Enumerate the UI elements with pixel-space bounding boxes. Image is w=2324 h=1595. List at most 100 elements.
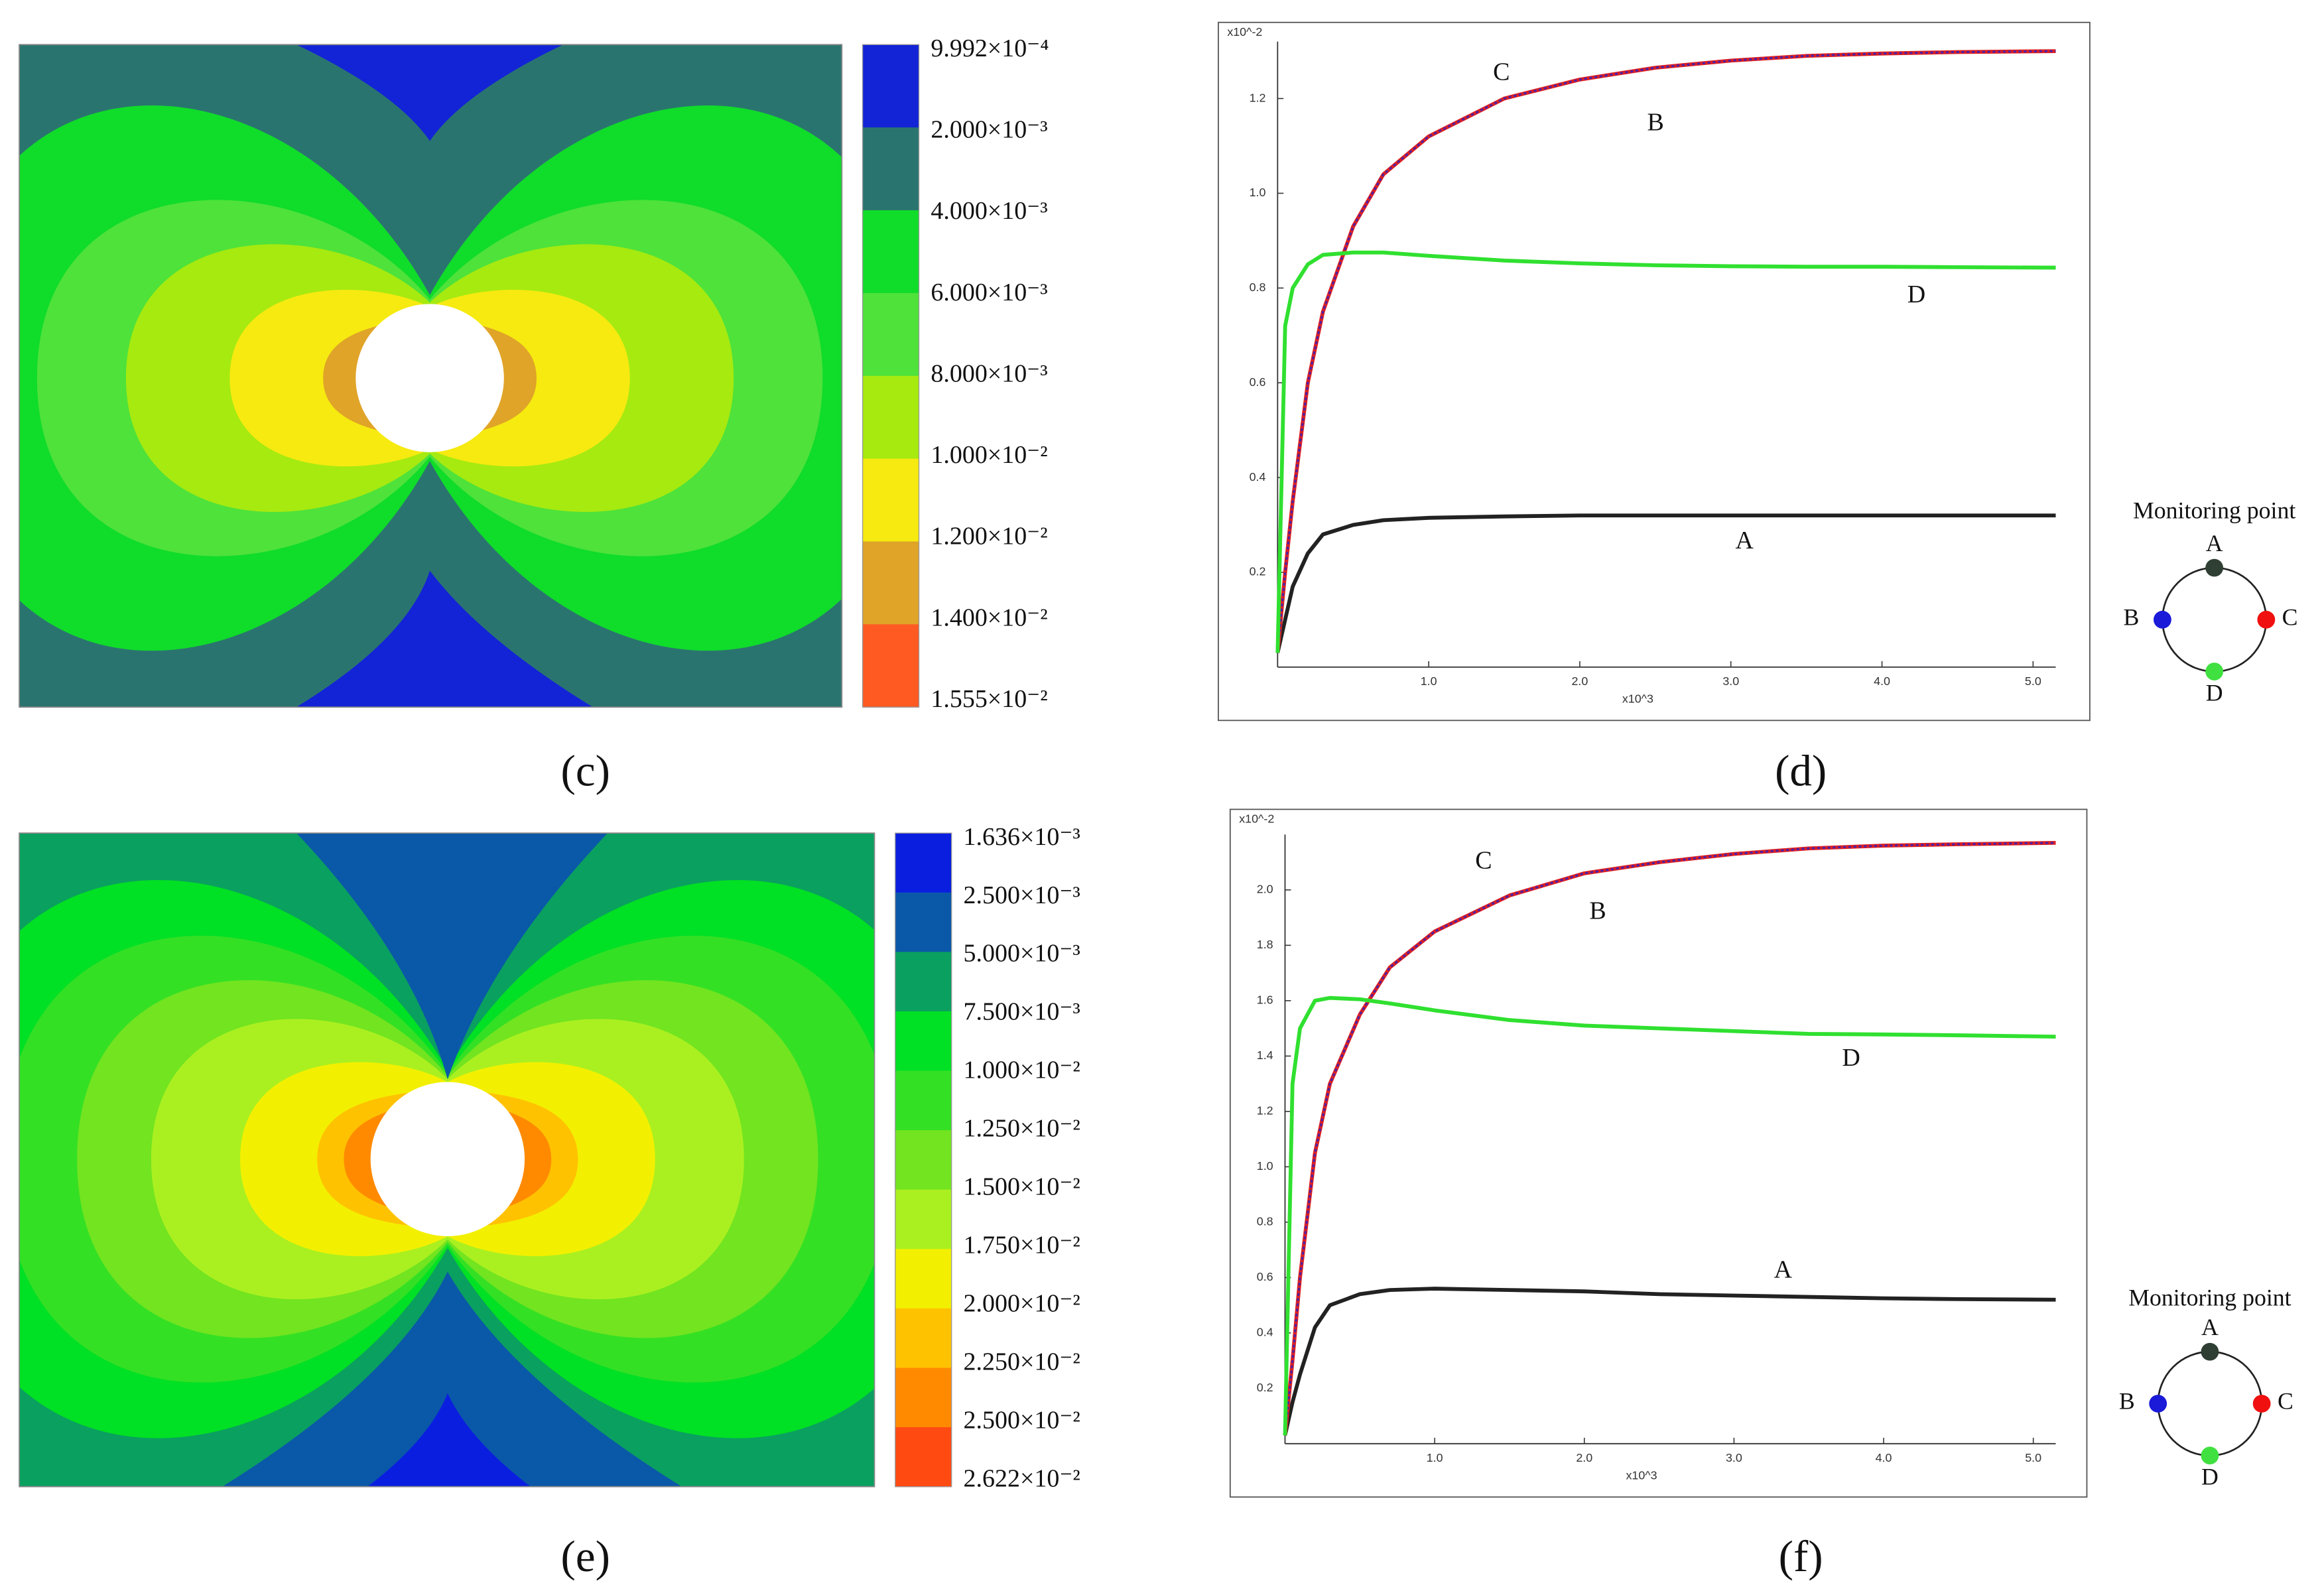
- plot-border: [19, 832, 875, 1488]
- chart-frame: [1218, 21, 2091, 722]
- y-tick-label: 0.6: [1257, 1270, 1273, 1283]
- x-axis-label: x10^3: [1622, 692, 1653, 706]
- monitor-point: [2201, 1446, 2219, 1465]
- series-line: [1283, 840, 2056, 1436]
- hole: [370, 1082, 525, 1236]
- monitor-point: [2257, 610, 2276, 629]
- colorbar-segment: [895, 1427, 952, 1488]
- colorbar-segment: [895, 1189, 952, 1249]
- y-tick-label: 0.8: [1250, 281, 1266, 294]
- monitor-ring: [2157, 1350, 2263, 1457]
- y-axis-label: x10^-2: [1227, 25, 1262, 38]
- x-tick-label: 2.0: [1572, 674, 1588, 688]
- monitor-point: [2149, 1395, 2167, 1413]
- plot-border: [19, 44, 843, 708]
- chart-frame: [1229, 808, 2088, 1498]
- colorbar-segment: [862, 458, 919, 542]
- series-line: [1283, 1287, 2056, 1436]
- monitor-title: Monitoring point: [2133, 497, 2295, 524]
- monitor-point: [2205, 663, 2224, 680]
- colorbar-label: 1.250×10⁻²: [964, 1115, 1080, 1143]
- colorbar-label: 6.000×10⁻³: [931, 279, 1047, 306]
- colorbar-label: 8.000×10⁻³: [931, 359, 1047, 387]
- x-tick-label: 3.0: [1722, 674, 1739, 688]
- x-tick-label: 5.0: [2025, 674, 2041, 688]
- monitor-label: B: [2124, 604, 2140, 631]
- colorbar-segment: [895, 1070, 952, 1131]
- colorbar-label: 1.200×10⁻²: [931, 523, 1047, 550]
- series-annotation: B: [1589, 897, 1606, 925]
- hole: [355, 304, 504, 452]
- y-tick-label: 1.2: [1257, 1104, 1273, 1117]
- series-annotation: A: [1736, 527, 1754, 554]
- colorbar-segment: [895, 1011, 952, 1072]
- contour-region: [296, 570, 593, 708]
- x-tick-label: 1.0: [1427, 1451, 1443, 1464]
- colorbar-segment: [862, 541, 919, 625]
- contour-plot: [19, 833, 875, 1487]
- colorbar-label: 1.555×10⁻²: [931, 685, 1047, 713]
- colorbar-label: 1.400×10⁻²: [931, 604, 1047, 631]
- panel-label: (d): [1775, 745, 1827, 795]
- colorbar-label: 9.992×10⁻⁴: [931, 34, 1049, 62]
- y-tick-label: 1.2: [1250, 91, 1266, 104]
- x-tick-label: 3.0: [1726, 1451, 1742, 1464]
- contour-plot: [19, 44, 842, 708]
- colorbar-label: 1.000×10⁻²: [964, 1056, 1080, 1084]
- series-annotation: D: [1907, 281, 1925, 308]
- contour-region: [367, 1393, 531, 1487]
- colorbar-segment: [862, 375, 919, 460]
- colorbar-label: 2.500×10⁻²: [964, 1406, 1080, 1434]
- x-tick-label: 1.0: [1421, 674, 1437, 688]
- panel-label: (f): [1779, 1531, 1823, 1581]
- colorbar-label: 2.500×10⁻³: [964, 881, 1080, 909]
- colorbar-label: 1.750×10⁻²: [964, 1232, 1080, 1259]
- monitor-label: C: [2278, 1388, 2293, 1415]
- y-tick-label: 0.2: [1250, 565, 1266, 578]
- monitor-label: C: [2282, 604, 2298, 631]
- monitor-point: [2205, 558, 2224, 577]
- y-tick-label: 0.4: [1250, 470, 1266, 483]
- y-tick-label: 0.4: [1257, 1326, 1273, 1339]
- monitor-ring: [2162, 566, 2268, 672]
- colorbar-segment: [862, 624, 919, 708]
- contour-region: [222, 1271, 682, 1487]
- y-axis-label: x10^-2: [1239, 812, 1274, 826]
- colorbar-segment: [895, 1130, 952, 1190]
- x-tick-label: 5.0: [2025, 1451, 2041, 1464]
- series-annotation: C: [1493, 58, 1510, 86]
- monitor-point: [2201, 1342, 2219, 1361]
- colorbar-segment: [862, 292, 919, 377]
- series-line: [1276, 50, 2056, 653]
- y-tick-label: 0.2: [1257, 1381, 1273, 1394]
- colorbar-label: 4.000×10⁻³: [931, 197, 1047, 225]
- x-tick-label: 4.0: [1874, 674, 1890, 688]
- colorbar-segment: [862, 127, 919, 211]
- colorbar-label: 1.636×10⁻³: [964, 823, 1080, 851]
- x-tick-label: 2.0: [1576, 1451, 1592, 1464]
- series-annotation: A: [1774, 1255, 1793, 1283]
- series-line: [1283, 995, 2056, 1436]
- panel-label: (e): [561, 1531, 610, 1581]
- y-tick-label: 0.6: [1250, 375, 1266, 389]
- panel-label: (c): [561, 745, 610, 795]
- colorbar-segment: [895, 892, 952, 952]
- colorbar-label: 1.000×10⁻²: [931, 441, 1047, 469]
- x-axis-label: x10^3: [1626, 1469, 1657, 1482]
- colorbar-segment: [895, 1308, 952, 1369]
- monitor-label: D: [2201, 1464, 2219, 1490]
- monitor-label: B: [2119, 1388, 2135, 1415]
- colorbar-label: 2.000×10⁻²: [964, 1290, 1080, 1318]
- contour-region: [296, 44, 564, 141]
- colorbar-label: 1.500×10⁻²: [964, 1173, 1080, 1201]
- series-annotation: D: [1842, 1044, 1860, 1072]
- colorbar-border: [862, 44, 920, 708]
- colorbar-segment: [895, 1368, 952, 1428]
- monitor-title: Monitoring point: [2128, 1284, 2291, 1310]
- monitor-label: A: [2206, 530, 2223, 556]
- y-tick-label: 2.0: [1257, 883, 1273, 896]
- monitor-label: A: [2201, 1314, 2219, 1340]
- y-tick-label: 1.0: [1250, 186, 1266, 199]
